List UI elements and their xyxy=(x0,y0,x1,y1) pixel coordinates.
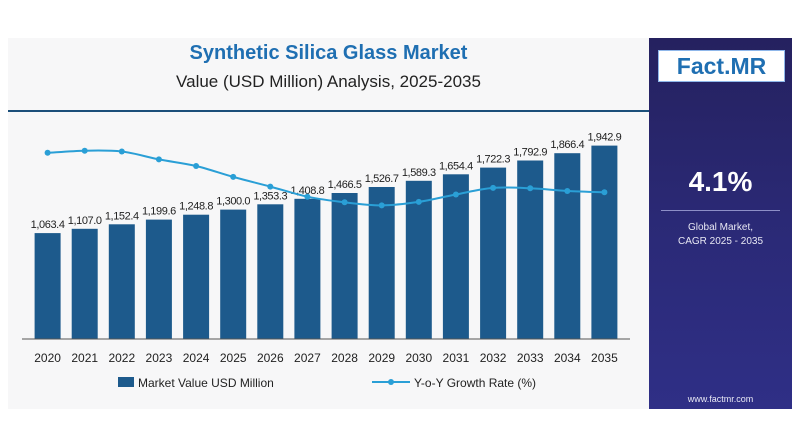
growth-point-2027 xyxy=(304,193,311,200)
x-tick-label-2027: 2027 xyxy=(294,351,321,365)
x-tick-label-2020: 2020 xyxy=(34,351,61,365)
growth-point-2020 xyxy=(44,149,51,156)
bar-value-label-2035: 1,942.9 xyxy=(587,132,621,144)
bar-2021 xyxy=(71,228,98,339)
x-tick-label-2021: 2021 xyxy=(71,351,98,365)
x-tick-label-2030: 2030 xyxy=(405,351,432,365)
x-tick-label-2034: 2034 xyxy=(554,351,581,365)
growth-rate-line xyxy=(47,149,605,207)
bar-value-label-2022: 1,152.4 xyxy=(105,210,139,222)
bar-value-label-2029: 1,526.7 xyxy=(365,173,399,185)
legend: Market Value USD Million Y-o-Y Growth Ra… xyxy=(118,376,536,390)
bar-2026 xyxy=(257,204,284,339)
growth-point-2034 xyxy=(564,188,571,194)
bar-2024 xyxy=(183,214,210,339)
bar-value-label-2032: 1,722.3 xyxy=(476,154,510,166)
factmr-logo: Fact .MR xyxy=(658,50,785,82)
bar-value-label-2033: 1,792.9 xyxy=(513,147,547,159)
x-tick-label-2035: 2035 xyxy=(591,351,618,365)
x-tick-label-2022: 2022 xyxy=(108,351,135,365)
x-tick-labels-layer: 2020 2021 2022 2023 2024 2025 2026 2027 2028 2029… xyxy=(34,351,618,365)
bars-layer xyxy=(34,145,618,339)
x-tick-label-2033: 2033 xyxy=(517,351,544,365)
title-divider xyxy=(8,110,649,112)
legend-bar-label: Market Value USD Million xyxy=(138,376,274,390)
website-link[interactable]: www.factmr.com xyxy=(687,394,754,404)
bar-2035 xyxy=(591,145,618,339)
growth-point-2033 xyxy=(527,185,534,192)
bar-value-label-2031: 1,654.4 xyxy=(439,160,473,172)
bar-2025 xyxy=(220,209,247,339)
growth-point-2023 xyxy=(155,156,162,163)
logo-text-mr: .MR xyxy=(724,52,767,79)
chart-subtitle: Value (USD Million) Analysis, 2025-2035 xyxy=(176,72,481,91)
side-panel: Fact .MR 4.1% Global Market, CAGR 2025 - … xyxy=(649,38,792,409)
bar-value-label-2030: 1,589.3 xyxy=(402,167,436,179)
bar-2027 xyxy=(294,198,321,339)
cagr-label: Global Market, CAGR 2025 - 2035 xyxy=(677,222,764,247)
bar-2023 xyxy=(145,219,172,339)
growth-point-2030 xyxy=(415,198,422,205)
bar-value-label-2020: 1,063.4 xyxy=(31,219,65,231)
x-tick-label-2032: 2032 xyxy=(480,351,507,365)
growth-point-2021 xyxy=(81,147,88,154)
bar-value-label-2021: 1,107.0 xyxy=(68,215,102,227)
bar-2028 xyxy=(331,193,358,339)
bar-2034 xyxy=(554,153,581,339)
bar-labels-layer: 1,063.4 1,107.0 1,152.4 1,199.6 1,248.8 1,300… xyxy=(31,132,622,232)
growth-point-2035 xyxy=(601,189,608,196)
bar-value-label-2034: 1,866.4 xyxy=(550,139,584,151)
x-tick-label-2025: 2025 xyxy=(220,351,247,365)
growth-point-2022 xyxy=(118,148,125,155)
growth-point-2026 xyxy=(267,183,274,190)
x-tick-label-2031: 2031 xyxy=(443,351,470,365)
bar-2022 xyxy=(108,224,135,339)
x-tick-label-2026: 2026 xyxy=(257,351,284,365)
bar-value-label-2028: 1,466.5 xyxy=(328,179,362,191)
legend-bar-swatch xyxy=(118,377,134,387)
bar-2030 xyxy=(405,180,432,339)
growth-point-2028 xyxy=(341,199,348,206)
cagr-value: 4.1% xyxy=(688,166,753,197)
bar-2031 xyxy=(442,174,469,339)
bar-value-label-2026: 1,353.3 xyxy=(253,190,287,202)
bar-2029 xyxy=(368,187,395,339)
bar-2032 xyxy=(480,167,507,339)
growth-line-layer xyxy=(44,147,608,209)
growth-point-2025 xyxy=(230,173,237,180)
growth-point-2032 xyxy=(490,184,497,191)
bar-value-label-2025: 1,300.0 xyxy=(216,196,250,208)
legend-line-label: Y-o-Y Growth Rate (%) xyxy=(414,376,536,390)
bar-value-label-2024: 1,248.8 xyxy=(179,201,213,213)
growth-point-2031 xyxy=(452,191,459,198)
x-tick-label-2023: 2023 xyxy=(146,351,173,365)
growth-point-2024 xyxy=(193,163,200,169)
bar-2020 xyxy=(34,233,61,339)
x-tick-label-2028: 2028 xyxy=(331,351,358,365)
chart-title: Synthetic Silica Glass Market xyxy=(189,42,468,64)
cagr-divider xyxy=(661,210,780,211)
bar-value-label-2023: 1,199.6 xyxy=(142,206,176,218)
logo-text-fact: Fact xyxy=(676,52,725,79)
growth-point-2029 xyxy=(378,202,385,209)
x-tick-label-2024: 2024 xyxy=(183,351,210,365)
x-tick-label-2029: 2029 xyxy=(368,351,395,365)
legend-line-marker xyxy=(388,379,394,385)
